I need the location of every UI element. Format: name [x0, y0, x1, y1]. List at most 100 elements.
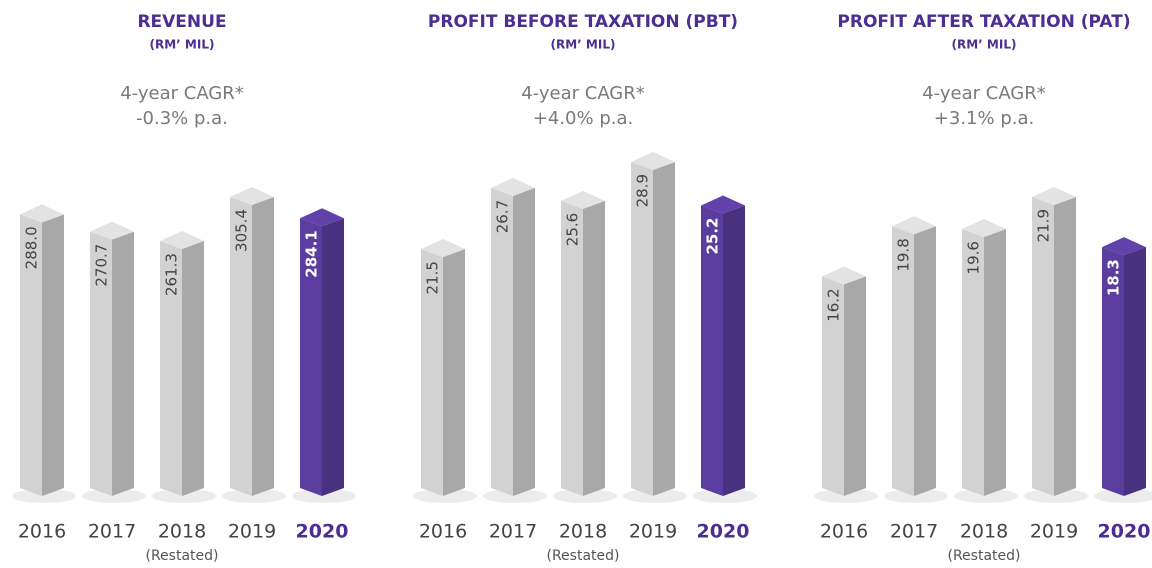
bar-top — [892, 216, 936, 235]
bar-front — [962, 229, 984, 496]
bar-front — [230, 197, 252, 496]
bar-top — [90, 221, 134, 240]
value-label: 270.7 — [93, 244, 111, 287]
x-tick-label: 2020 — [296, 521, 349, 543]
bar-side — [984, 229, 1006, 496]
x-tick-label: 2016 — [419, 521, 467, 543]
x-tick-label: 2019 — [629, 521, 677, 543]
bar-front — [1102, 247, 1124, 496]
bar-top — [421, 239, 465, 258]
bar — [160, 231, 204, 496]
value-label: 288.0 — [23, 226, 41, 269]
category-note: (Restated) — [547, 548, 620, 564]
cagr-label: 4-year CAGR* — [120, 83, 244, 104]
category-note: (Restated) — [146, 548, 219, 564]
bar-shadow — [954, 489, 1018, 503]
bar — [1032, 187, 1076, 496]
bar-side — [583, 200, 605, 496]
bar-front — [631, 162, 653, 496]
x-tick-label: 2020 — [1098, 521, 1151, 543]
chart-subtitle: (RM’ MIL) — [150, 38, 215, 52]
cagr-label: 4-year CAGR* — [922, 83, 1046, 104]
bar-shadow — [12, 489, 76, 503]
bar-shadow — [292, 489, 356, 503]
bar-shadow — [82, 489, 146, 503]
bar-front — [20, 214, 42, 497]
value-label: 305.4 — [233, 209, 251, 252]
bar-side — [653, 162, 675, 496]
bar-shadow — [222, 489, 286, 503]
bar-shadow — [413, 489, 477, 503]
bar-front — [160, 241, 182, 496]
bar-side — [723, 205, 745, 496]
bar-front — [90, 231, 112, 497]
x-tick-label: 2017 — [489, 521, 537, 543]
bar-shadow — [483, 489, 547, 503]
chart-title: PROFIT AFTER TAXATION (PAT) — [837, 12, 1130, 32]
bar-side — [1054, 197, 1076, 496]
cagr-value: +3.1% p.a. — [934, 108, 1034, 129]
bar-top — [300, 208, 344, 227]
bar-shadow — [814, 489, 878, 503]
bar-shadow — [884, 489, 948, 503]
bar — [491, 177, 535, 496]
bar — [822, 266, 866, 496]
bar — [1102, 237, 1146, 496]
bar-front — [491, 187, 513, 496]
bar-front — [561, 200, 583, 496]
x-tick-label: 2018 — [960, 521, 1008, 543]
bar-top — [962, 219, 1006, 238]
bar-top — [160, 231, 204, 250]
bar-front — [701, 205, 723, 496]
x-tick-label: 2019 — [1030, 521, 1078, 543]
bar-front — [892, 226, 914, 496]
bar-top — [1032, 187, 1076, 205]
x-tick-label: 2016 — [18, 521, 66, 543]
bar-shadow — [152, 489, 216, 503]
bar — [20, 204, 64, 497]
value-label: 261.3 — [163, 253, 181, 296]
bar-shadow — [1094, 489, 1152, 503]
chart-title: PROFIT BEFORE TAXATION (PBT) — [428, 12, 738, 32]
x-tick-label: 2018 — [158, 521, 206, 543]
bar-front — [421, 249, 443, 496]
bar — [631, 152, 675, 496]
bar — [892, 216, 936, 496]
bar-top — [631, 152, 675, 170]
bar-top — [701, 195, 745, 214]
bar — [230, 187, 274, 496]
value-label: 25.6 — [564, 213, 582, 246]
bar-side — [513, 187, 535, 496]
bar-shadow — [623, 489, 687, 503]
bar-side — [252, 197, 274, 496]
value-label: 16.2 — [825, 288, 843, 321]
bar-side — [182, 241, 204, 496]
cagr-value: -0.3% p.a. — [136, 108, 228, 129]
value-label: 25.2 — [704, 218, 722, 255]
chart-title: REVENUE — [137, 12, 226, 32]
bar — [300, 208, 344, 496]
bar-shadow — [1024, 489, 1088, 503]
bar-side — [443, 249, 465, 496]
bar — [561, 190, 605, 496]
bar-side — [42, 214, 64, 497]
bar-side — [322, 218, 344, 496]
bar — [90, 221, 134, 497]
chart-subtitle: (RM’ MIL) — [551, 38, 616, 52]
bar-side — [844, 276, 866, 496]
bar — [962, 219, 1006, 496]
x-tick-label: 2017 — [890, 521, 938, 543]
bar — [701, 195, 745, 496]
bar-side — [914, 226, 936, 496]
value-label: 21.9 — [1035, 209, 1053, 242]
value-label: 26.7 — [494, 200, 512, 233]
chart-subtitle: (RM’ MIL) — [952, 38, 1017, 52]
value-label: 284.1 — [303, 230, 321, 277]
bar-top — [822, 266, 866, 285]
value-label: 21.5 — [424, 261, 442, 294]
chart: REVENUE (RM’ MIL) 4-year CAGR* -0.3% p.a. 28… — [12, 12, 356, 564]
bar-front — [300, 218, 322, 496]
value-label: 19.8 — [895, 238, 913, 271]
chart: PROFIT BEFORE TAXATION (PBT) (RM’ MIL) 4-y… — [413, 12, 757, 564]
cagr-value: +4.0% p.a. — [533, 108, 633, 129]
